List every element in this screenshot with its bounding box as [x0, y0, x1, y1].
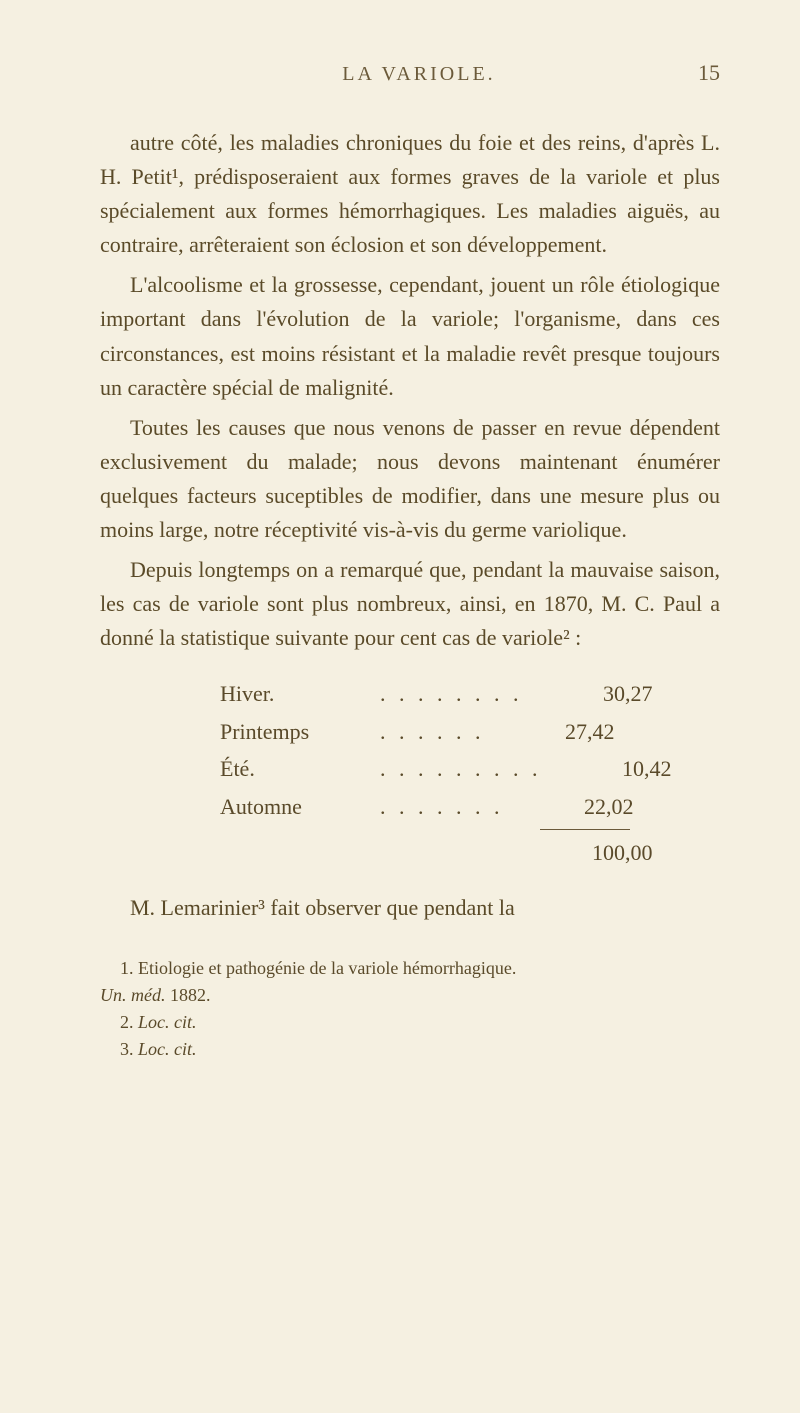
footnote-1b-italic: Un. méd.: [100, 985, 166, 1005]
footnote-2-italic: Loc. cit.: [138, 1012, 197, 1032]
stat-dots: . . . . . . . . .: [380, 750, 542, 787]
document-page: LA VARIOLE. 15 autre côté, les maladies …: [0, 0, 800, 1123]
footnote-3: 3. Loc. cit.: [100, 1036, 720, 1063]
stat-value: 10,42: [542, 750, 672, 787]
stats-table: Hiver. . . . . . . . . 30,27 Printemps .…: [220, 675, 720, 871]
stat-label: Été.: [220, 750, 380, 787]
footnotes: 1. Etiologie et pathogénie de la variole…: [100, 955, 720, 1063]
paragraph-2: L'alcoolisme et la grossesse, cependant,…: [100, 268, 720, 404]
footnote-1b-year: 1882.: [166, 985, 211, 1005]
paragraph-3: Toutes les causes que nous venons de pas…: [100, 411, 720, 547]
page-header: LA VARIOLE. 15: [100, 60, 720, 86]
table-total-row: . . . . . . . . 100,00: [220, 834, 720, 871]
paragraph-1: autre côté, les maladies chroniques du f…: [100, 126, 720, 262]
stat-value: 27,42: [485, 713, 615, 750]
footnote-1a: 1. Etiologie et pathogénie de la variole…: [100, 955, 720, 982]
stat-dots: . . . . . .: [380, 713, 485, 750]
stat-value: 22,02: [504, 788, 634, 825]
body-text-2: M. Lemarinier³ fait observer que pendant…: [100, 891, 720, 925]
stat-label: Hiver.: [220, 675, 380, 712]
body-text: autre côté, les maladies chroniques du f…: [100, 126, 720, 655]
table-row: Automne . . . . . . . 22,02: [220, 788, 720, 825]
stat-dots: . . . . . . . .: [380, 675, 523, 712]
stat-label: Automne: [220, 788, 380, 825]
stat-label: [220, 834, 380, 871]
total-divider: [540, 829, 630, 830]
stat-dots: . . . . . . .: [380, 788, 504, 825]
page-number: 15: [698, 60, 720, 86]
stat-total-value: 100,00: [523, 834, 653, 871]
footnote-2: 2. Loc. cit.: [100, 1009, 720, 1036]
footnote-3-italic: Loc. cit.: [138, 1039, 197, 1059]
stat-label: Printemps: [220, 713, 380, 750]
stat-value: 30,27: [523, 675, 653, 712]
table-row: Hiver. . . . . . . . . 30,27: [220, 675, 720, 712]
footnote-1b: Un. méd. 1882.: [100, 982, 720, 1009]
footnote-3-num: 3.: [120, 1039, 138, 1059]
table-row: Été. . . . . . . . . . 10,42: [220, 750, 720, 787]
header-title: LA VARIOLE.: [140, 63, 698, 86]
table-row: Printemps . . . . . . 27,42: [220, 713, 720, 750]
footnote-2-num: 2.: [120, 1012, 138, 1032]
paragraph-4: Depuis longtemps on a remarqué que, pend…: [100, 553, 720, 655]
paragraph-5: M. Lemarinier³ fait observer que pendant…: [100, 891, 720, 925]
